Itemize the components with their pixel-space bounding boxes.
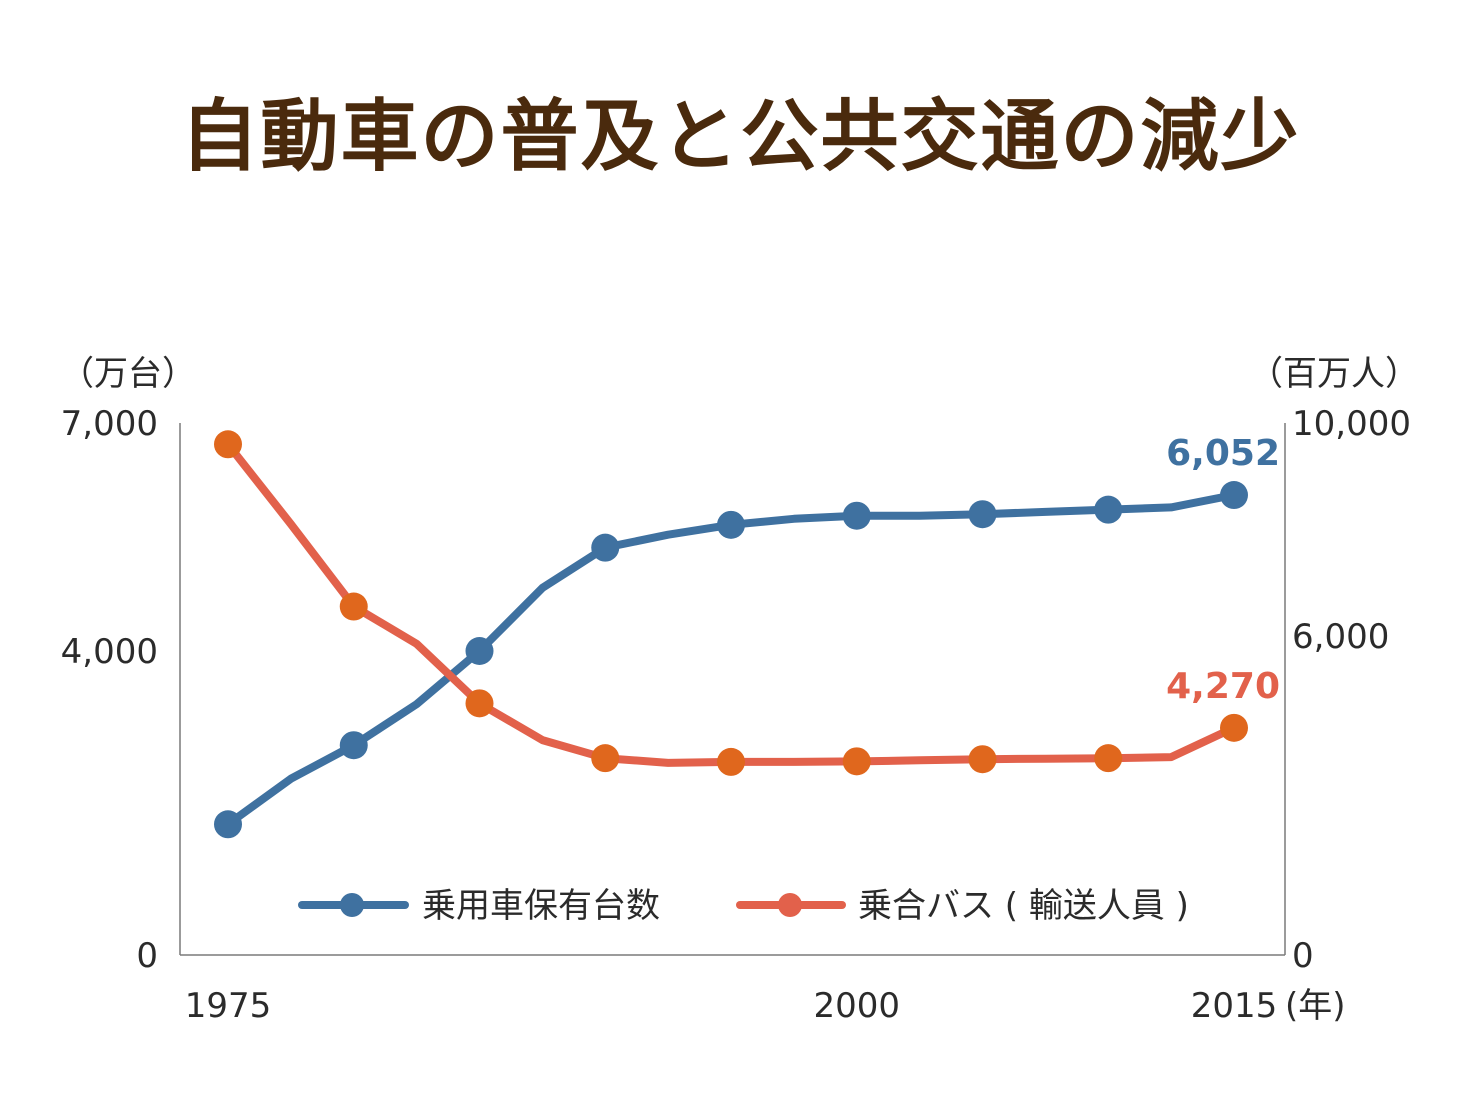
data-point-cars — [717, 510, 745, 539]
data-point-cars — [339, 731, 368, 760]
data-point-cars — [842, 501, 871, 530]
legend-marker-bus — [778, 893, 802, 917]
x-tick-label: 2000 — [813, 986, 900, 1026]
data-point-bus — [465, 689, 494, 718]
data-point-cars — [465, 637, 494, 665]
left-tick-label: 4,000 — [61, 632, 158, 672]
data-point-bus — [1220, 713, 1248, 742]
data-point-cars — [968, 500, 997, 529]
legend-label-bus: 乗合バス ( 輸送人員 ) — [858, 886, 1189, 926]
x-axis-unit: (年) — [1285, 986, 1346, 1026]
left-tick-label: 0 — [136, 936, 158, 976]
data-point-cars — [214, 810, 242, 839]
chart-title: 自動車の普及と公共交通の減少 — [180, 92, 1301, 182]
end-value-label-cars: 6,052 — [1166, 433, 1280, 474]
data-point-cars — [1220, 481, 1248, 510]
right-axis-unit: （百万人） — [1249, 354, 1419, 394]
left-tick-label: 7,000 — [61, 404, 158, 444]
end-value-label-bus: 4,270 — [1166, 666, 1280, 707]
data-point-cars — [1094, 495, 1123, 524]
x-tick-label: 2015 — [1191, 986, 1278, 1026]
left-axis-unit: （万台） — [60, 354, 196, 394]
x-tick-label: 1975 — [185, 986, 272, 1026]
data-point-bus — [339, 592, 368, 621]
right-tick-label: 0 — [1292, 936, 1314, 976]
right-tick-label: 6,000 — [1292, 617, 1389, 657]
data-point-bus — [717, 747, 745, 776]
data-point-bus — [968, 745, 997, 774]
legend-label-cars: 乗用車保有台数 — [422, 886, 660, 926]
data-point-bus — [591, 744, 620, 773]
legend-marker-cars — [340, 893, 364, 917]
right-tick-label: 10,000 — [1292, 404, 1411, 444]
data-point-bus — [214, 430, 242, 459]
data-point-bus — [842, 747, 871, 776]
series-line-bus — [224, 440, 1238, 767]
data-point-bus — [1094, 744, 1123, 773]
data-point-cars — [591, 533, 620, 562]
